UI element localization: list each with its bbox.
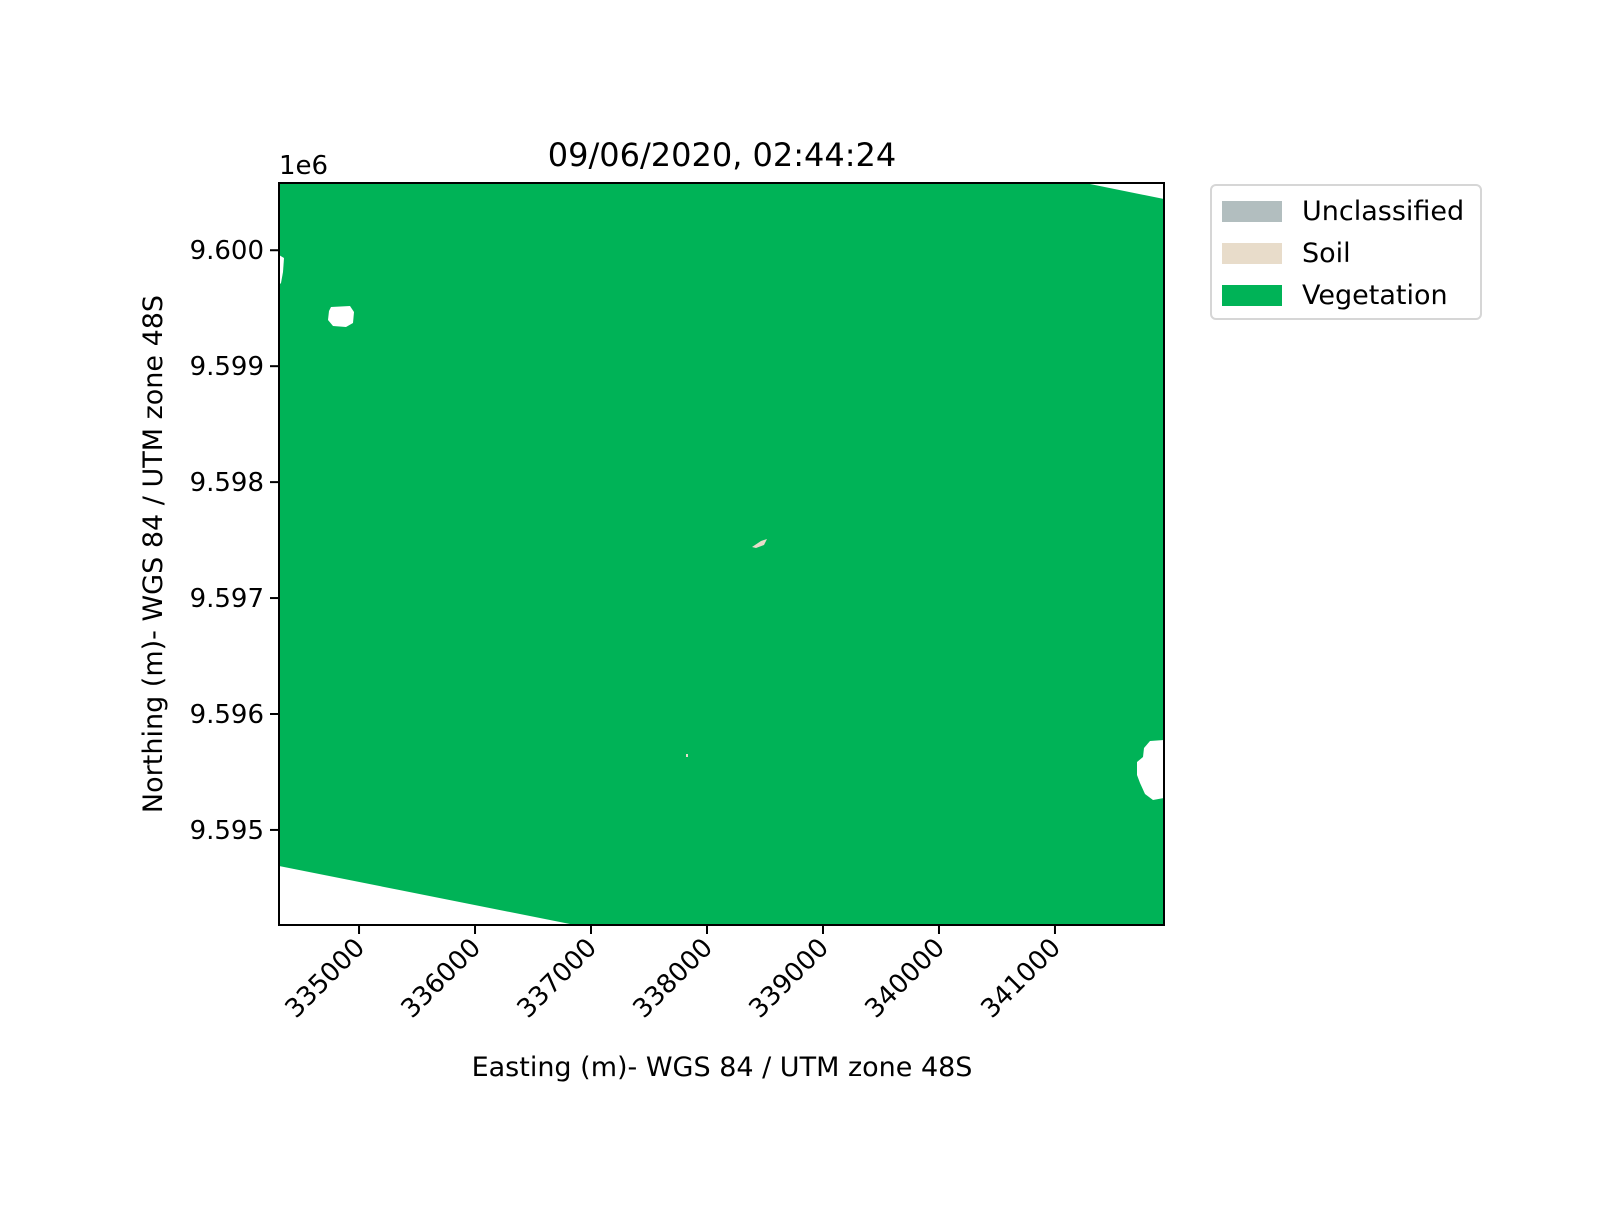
x-tick-label: 338000 — [628, 933, 719, 1024]
y-tick-label: 9.598 — [190, 468, 264, 498]
legend-label-unclassified: Unclassified — [1302, 195, 1465, 227]
y-tick-label: 9.599 — [190, 352, 264, 382]
nodata-patch-small — [328, 306, 354, 327]
legend-swatch-soil — [1222, 242, 1282, 264]
soil-speck — [752, 539, 767, 548]
x-tick-label: 340000 — [860, 933, 951, 1024]
x-tick-label: 336000 — [396, 933, 487, 1024]
y-axis: 9.595 9.596 9.597 9.598 9.599 9.600 — [190, 236, 279, 846]
x-tick-label: 335000 — [280, 933, 371, 1024]
x-axis: 335000 336000 337000 338000 339000 340000 3410… — [280, 925, 1067, 1024]
legend-label-soil: Soil — [1302, 237, 1351, 269]
nodata-patch-right — [1137, 740, 1164, 800]
map-plot-area — [278, 182, 1165, 926]
y-tick-label: 9.600 — [190, 236, 264, 266]
x-axis-label: Easting (m)- WGS 84 / UTM zone 48S — [472, 1052, 973, 1083]
nodata-patch-left-edge — [279, 255, 284, 285]
soil-speck-small — [686, 754, 688, 757]
x-tick-label: 337000 — [512, 933, 603, 1024]
y-axis-offset-label: 1e6 — [279, 151, 328, 181]
y-axis-label: Northing (m)- WGS 84 / UTM zone 48S — [138, 295, 169, 813]
chart-title: 09/06/2020, 02:44:24 — [548, 136, 897, 174]
x-tick-label: 341000 — [976, 933, 1067, 1024]
plot-frame — [278, 182, 1165, 926]
legend-item-unclassified: Unclassified — [1222, 195, 1465, 227]
y-tick-label: 9.596 — [190, 700, 264, 730]
legend-swatch-unclassified — [1222, 200, 1282, 222]
x-tick-label: 339000 — [744, 933, 835, 1024]
legend: Unclassified Soil Vegetation — [1210, 184, 1482, 320]
vegetation-region — [279, 183, 1164, 925]
legend-swatch-vegetation — [1222, 284, 1282, 306]
y-tick-label: 9.595 — [190, 816, 264, 846]
legend-label-vegetation: Vegetation — [1302, 279, 1448, 311]
legend-item-soil: Soil — [1222, 237, 1351, 269]
y-tick-label: 9.597 — [190, 584, 264, 614]
legend-item-vegetation: Vegetation — [1222, 279, 1448, 311]
